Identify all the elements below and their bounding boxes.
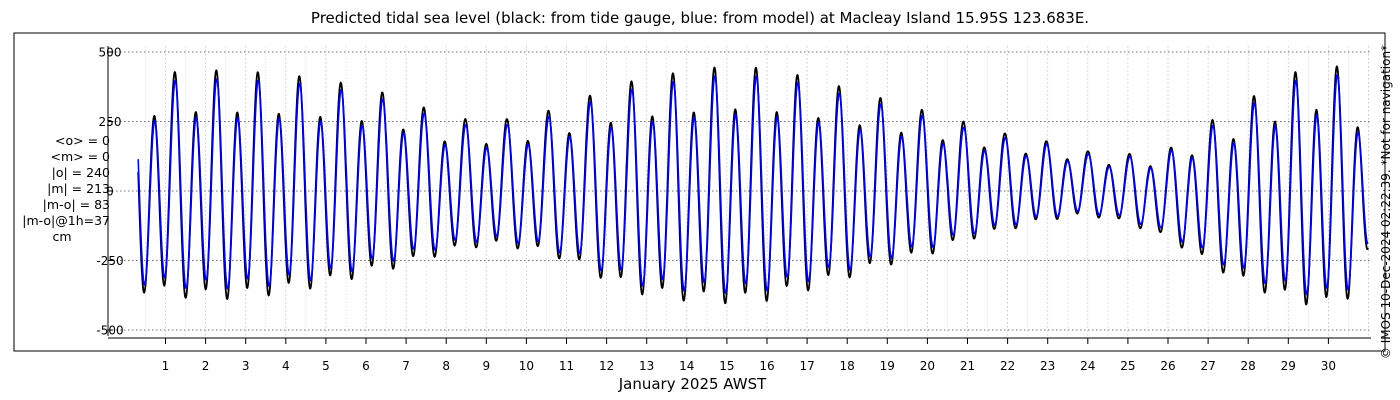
y-tick-label: 0 [106,185,114,199]
x-tick-label: 29 [1281,359,1296,373]
x-tick-label: 1 [162,359,170,373]
x-tick-label: 20 [920,359,935,373]
x-tick-label: 18 [840,359,855,373]
x-tick-label: 15 [719,359,734,373]
x-tick-label: 25 [1120,359,1135,373]
plot-frame [13,32,1386,352]
series-tide-gauge-line [137,65,1369,306]
chart-title: Predicted tidal sea level (black: from t… [310,9,1090,27]
axes [107,46,1371,344]
stat-abs-model: |m| = 213 [47,181,110,196]
series-group [137,65,1369,306]
stat-abs-diff-1h: |m-o|@1h=37 [22,213,110,228]
x-tick-label: 27 [1200,359,1215,373]
stat-mean-obs: <o> = 0 [55,133,110,148]
x-tick-label: 12 [599,359,614,373]
x-axis-label: January 2025 AWST [618,375,767,393]
x-tick-label: 5 [322,359,330,373]
x-tick-label: 14 [679,359,694,373]
stat-abs-obs: |o| = 240 [51,165,110,180]
x-tick-label: 11 [559,359,574,373]
x-tick-label: 10 [519,359,534,373]
y-tick-label: 250 [99,115,122,129]
x-tick-label: 16 [759,359,774,373]
stats-panel: <o> = 0 <m> = 0 |o| = 240 |m| = 213 |m-o… [14,133,110,245]
x-tick-label: 7 [402,359,410,373]
x-tick-label: 26 [1160,359,1175,373]
x-tick-label: 3 [242,359,250,373]
series-model-line [137,74,1369,296]
stat-abs-diff: |m-o| = 83 [42,197,110,212]
x-tick-label: 4 [282,359,290,373]
x-tick-label: 13 [639,359,654,373]
x-tick-label: 8 [442,359,450,373]
y-tick-label: 500 [99,46,122,60]
x-tick-label: 24 [1080,359,1095,373]
stat-mean-model: <m> = 0 [50,149,111,164]
x-tick-label: 6 [362,359,370,373]
x-tick-label: 30 [1321,359,1336,373]
x-tick-label: 17 [799,359,814,373]
x-tick-label: 23 [1040,359,1055,373]
stat-unit: cm [52,229,72,244]
y-tick-label: -250 [96,254,123,268]
credit-label: © IMOS 10-Dec-2024 02:22:39. *Not for na… [1379,44,1393,360]
x-tick-label: 28 [1241,359,1256,373]
y-tick-label: -500 [96,324,123,338]
x-tick-label: 19 [880,359,895,373]
x-tick-label: 21 [960,359,975,373]
x-tick-label: 22 [1000,359,1015,373]
x-tick-label: 2 [202,359,210,373]
x-tick-label: 9 [482,359,490,373]
